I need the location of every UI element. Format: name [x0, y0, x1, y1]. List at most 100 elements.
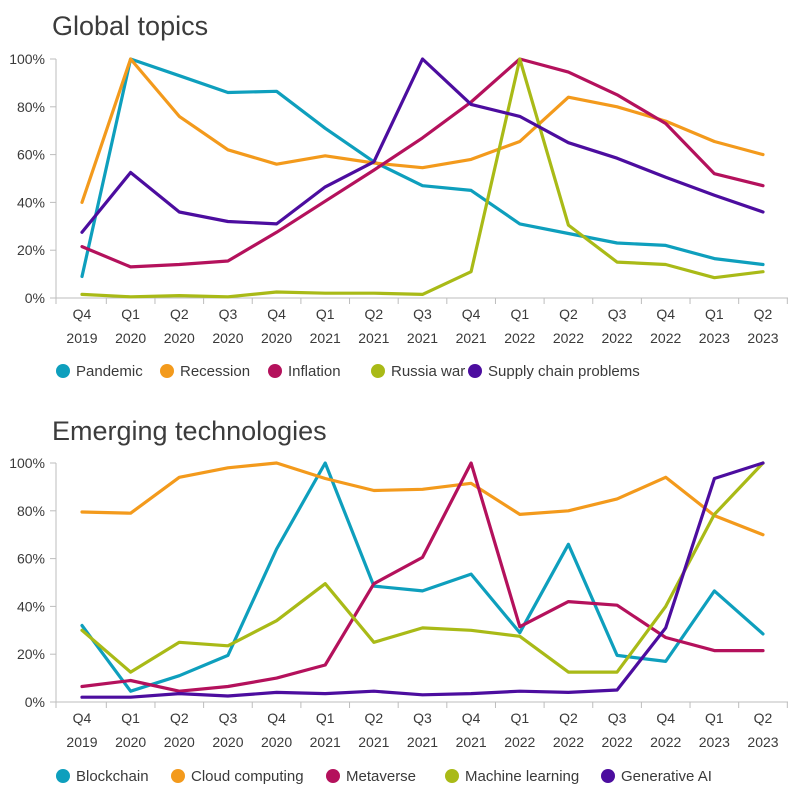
x-tick-label-quarter: Q3	[219, 710, 238, 726]
x-tick-label-quarter: Q4	[73, 306, 92, 322]
series-line-pandemic	[80, 57, 765, 279]
x-tick-label-year: 2020	[115, 734, 146, 750]
y-tick-label: 20%	[17, 242, 45, 258]
x-tick-label-quarter: Q4	[73, 710, 92, 726]
x-tick-label-quarter: Q1	[121, 306, 140, 322]
series-line-generative-ai	[80, 461, 765, 699]
legend-marker-blockchain	[56, 769, 70, 783]
y-tick-label: 80%	[17, 99, 45, 115]
y-tick-label: 0%	[25, 290, 45, 306]
x-tick-label-year: 2023	[699, 734, 730, 750]
x-tick-label-quarter: Q3	[413, 306, 432, 322]
x-tick-label-year: 2023	[747, 330, 778, 346]
x-tick-label-year: 2020	[164, 330, 195, 346]
x-tick-label-quarter: Q4	[656, 306, 675, 322]
x-tick-label-quarter: Q1	[316, 710, 335, 726]
y-tick-label: 40%	[17, 598, 45, 614]
x-tick-label-year: 2020	[261, 734, 292, 750]
x-tick-label-quarter: Q2	[365, 306, 384, 322]
x-tick-label-year: 2021	[358, 734, 389, 750]
x-tick-label-quarter: Q3	[413, 710, 432, 726]
y-tick-label: 60%	[17, 551, 45, 567]
x-tick-label-quarter: Q1	[510, 710, 529, 726]
x-tick-label-year: 2022	[650, 734, 681, 750]
legend-label-inflation: Inflation	[288, 363, 341, 380]
legend-label-blockchain: Blockchain	[76, 768, 149, 785]
x-tick-label-quarter: Q1	[705, 306, 724, 322]
series-line-blockchain	[80, 461, 765, 693]
x-tick-label-year: 2021	[310, 330, 341, 346]
x-tick-label-quarter: Q2	[365, 710, 384, 726]
legend-label-recession: Recession	[180, 363, 250, 380]
legend-marker-recession	[160, 364, 174, 378]
y-tick-label: 100%	[9, 51, 45, 67]
x-tick-label-quarter: Q1	[705, 710, 724, 726]
x-tick-label-year: 2022	[601, 330, 632, 346]
y-tick-label: 100%	[9, 455, 45, 471]
legend-label-generative-ai: Generative AI	[621, 768, 712, 785]
x-tick-label-quarter: Q1	[316, 306, 335, 322]
y-tick-label: 0%	[25, 694, 45, 710]
x-tick-label-quarter: Q2	[754, 306, 773, 322]
y-tick-label: 60%	[17, 147, 45, 163]
x-tick-label-year: 2022	[553, 330, 584, 346]
x-tick-label-quarter: Q3	[608, 306, 627, 322]
legend-label-pandemic: Pandemic	[76, 363, 143, 380]
x-tick-label-quarter: Q2	[559, 710, 578, 726]
x-tick-label-year: 2023	[699, 330, 730, 346]
legend-marker-inflation	[268, 364, 282, 378]
x-tick-label-quarter: Q1	[121, 710, 140, 726]
x-tick-label-quarter: Q4	[267, 710, 286, 726]
x-tick-label-year: 2022	[650, 330, 681, 346]
x-tick-label-year: 2023	[747, 734, 778, 750]
x-tick-label-quarter: Q2	[170, 306, 189, 322]
series-line-supply-chain-problems	[80, 57, 765, 234]
legend-marker-cloud-computing	[171, 769, 185, 783]
legend-marker-metaverse	[326, 769, 340, 783]
series-line-inflation	[80, 57, 765, 269]
x-tick-label-year: 2022	[504, 330, 535, 346]
x-tick-label-year: 2022	[504, 734, 535, 750]
x-tick-label-year: 2020	[164, 734, 195, 750]
series-line-machine-learning	[80, 461, 765, 674]
legend-label-supply-chain-problems: Supply chain problems	[488, 363, 640, 380]
x-tick-label-quarter: Q4	[267, 306, 286, 322]
legend-marker-generative-ai	[601, 769, 615, 783]
x-tick-label-year: 2022	[553, 734, 584, 750]
legend-label-machine-learning: Machine learning	[465, 768, 579, 785]
x-tick-label-year: 2019	[66, 330, 97, 346]
x-tick-label-year: 2020	[212, 734, 243, 750]
legend-marker-supply-chain-problems	[468, 364, 482, 378]
x-tick-label-year: 2021	[456, 330, 487, 346]
x-tick-label-quarter: Q2	[559, 306, 578, 322]
x-tick-label-year: 2020	[261, 330, 292, 346]
x-tick-label-year: 2020	[115, 330, 146, 346]
x-tick-label-year: 2021	[407, 734, 438, 750]
x-tick-label-year: 2020	[212, 330, 243, 346]
legend-marker-russia-war	[371, 364, 385, 378]
x-tick-label-year: 2022	[601, 734, 632, 750]
x-tick-label-year: 2019	[66, 734, 97, 750]
legend-marker-machine-learning	[445, 769, 459, 783]
legend-label-metaverse: Metaverse	[346, 768, 416, 785]
x-tick-label-quarter: Q3	[608, 710, 627, 726]
chart-title-emerging-technologies: Emerging technologies	[52, 416, 327, 446]
x-tick-label-quarter: Q1	[510, 306, 529, 322]
chart-title-global-topics: Global topics	[52, 11, 209, 41]
x-tick-label-year: 2021	[358, 330, 389, 346]
series-line-russia-war	[80, 57, 765, 299]
x-tick-label-quarter: Q2	[170, 710, 189, 726]
series-line-metaverse	[80, 461, 765, 693]
y-tick-label: 40%	[17, 194, 45, 210]
x-tick-label-quarter: Q4	[656, 710, 675, 726]
series-line-recession	[80, 57, 765, 204]
x-tick-label-year: 2021	[310, 734, 341, 750]
x-tick-label-year: 2021	[456, 734, 487, 750]
series-line-cloud-computing	[80, 461, 765, 537]
x-tick-label-quarter: Q4	[462, 710, 481, 726]
y-tick-label: 80%	[17, 503, 45, 519]
x-tick-label-quarter: Q4	[462, 306, 481, 322]
legend-marker-pandemic	[56, 364, 70, 378]
legend-label-russia-war: Russia war	[391, 363, 465, 380]
